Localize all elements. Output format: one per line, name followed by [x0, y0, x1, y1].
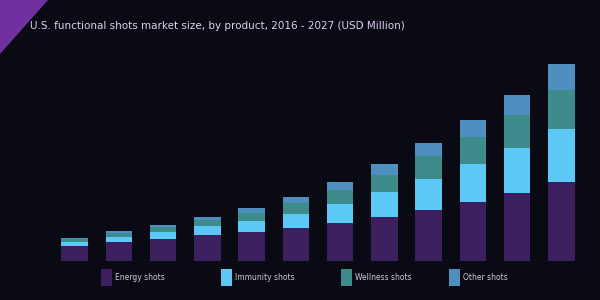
- Bar: [150, 225, 176, 227]
- Text: Immunity shots: Immunity shots: [235, 273, 295, 282]
- Bar: [238, 208, 265, 213]
- Bar: [194, 226, 221, 235]
- Bar: [283, 197, 309, 203]
- Bar: [548, 90, 575, 129]
- Bar: [194, 217, 221, 220]
- Bar: [415, 178, 442, 210]
- Bar: [61, 238, 88, 239]
- Bar: [504, 193, 530, 261]
- Bar: [371, 192, 398, 217]
- Bar: [194, 235, 221, 261]
- Bar: [415, 156, 442, 178]
- Bar: [194, 220, 221, 226]
- Bar: [371, 164, 398, 175]
- Bar: [61, 242, 88, 246]
- Bar: [327, 190, 353, 204]
- Bar: [341, 269, 352, 286]
- Bar: [106, 233, 132, 237]
- Text: Wellness shots: Wellness shots: [355, 273, 412, 282]
- Polygon shape: [0, 0, 48, 54]
- Bar: [283, 203, 309, 214]
- Text: Energy shots: Energy shots: [115, 273, 165, 282]
- Bar: [460, 202, 486, 261]
- Bar: [460, 164, 486, 202]
- Text: U.S. functional shots market size, by product, 2016 - 2027 (USD Million): U.S. functional shots market size, by pr…: [30, 21, 405, 31]
- Bar: [371, 217, 398, 261]
- Bar: [415, 210, 442, 261]
- Bar: [106, 242, 132, 261]
- Bar: [548, 129, 575, 182]
- Bar: [238, 213, 265, 221]
- Bar: [548, 64, 575, 90]
- Bar: [150, 238, 176, 261]
- Bar: [150, 227, 176, 232]
- Bar: [283, 214, 309, 228]
- Bar: [238, 232, 265, 261]
- Bar: [504, 116, 530, 148]
- Bar: [61, 246, 88, 261]
- Bar: [415, 142, 442, 156]
- Bar: [460, 136, 486, 164]
- Bar: [283, 228, 309, 261]
- Text: Other shots: Other shots: [463, 273, 508, 282]
- Bar: [371, 175, 398, 192]
- Bar: [106, 237, 132, 242]
- Bar: [106, 231, 132, 233]
- Bar: [504, 148, 530, 193]
- Bar: [327, 223, 353, 261]
- Bar: [101, 269, 112, 286]
- Bar: [61, 239, 88, 242]
- Bar: [548, 182, 575, 261]
- Bar: [327, 204, 353, 223]
- Bar: [327, 182, 353, 190]
- Bar: [460, 120, 486, 136]
- Bar: [504, 94, 530, 116]
- Bar: [150, 232, 176, 238]
- Bar: [238, 221, 265, 232]
- Bar: [221, 269, 232, 286]
- Bar: [449, 269, 460, 286]
